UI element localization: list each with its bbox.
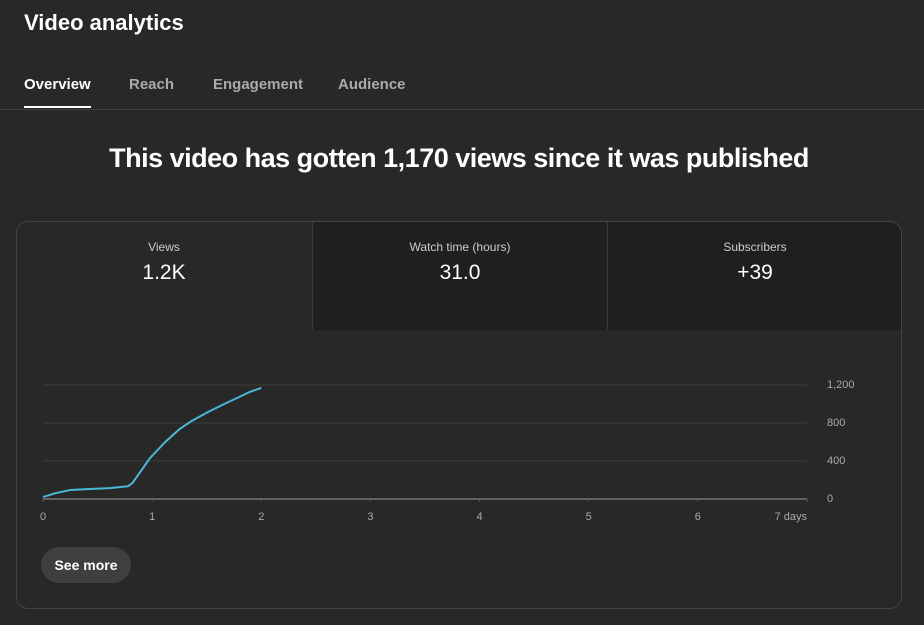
- metric-label: Subscribers: [723, 240, 787, 254]
- x-tick-label: 0: [40, 511, 46, 523]
- x-tick-label: 7 days: [775, 511, 808, 523]
- metric-tile[interactable]: Watch time (hours) 31.0: [312, 222, 607, 330]
- metric-tile[interactable]: Views 1.2K: [17, 222, 311, 330]
- y-tick-label: 0: [827, 493, 833, 505]
- y-tick-label: 800: [827, 417, 845, 429]
- y-tick-label: 1,200: [827, 379, 855, 391]
- x-tick-label: 2: [258, 511, 264, 523]
- x-tick-label: 5: [586, 511, 592, 523]
- x-tick-label: 4: [477, 511, 483, 523]
- metric-value: 31.0: [439, 261, 481, 284]
- see-more-button[interactable]: See more: [41, 547, 131, 583]
- x-tick-label: 6: [695, 511, 701, 523]
- views-line: [42, 386, 262, 499]
- tab[interactable]: Audience: [338, 76, 406, 93]
- tab[interactable]: Engagement: [213, 76, 304, 93]
- metric-tile[interactable]: Subscribers +39: [607, 222, 901, 330]
- tab-bar: Overview Reach Engagement Audience: [0, 62, 924, 110]
- x-tick-label: 3: [367, 511, 373, 523]
- metric-label: Views: [148, 240, 180, 254]
- headline: This video has gotten 1,170 views since …: [109, 143, 809, 173]
- y-tick-label: 400: [827, 455, 845, 467]
- x-tick-label: 1: [149, 511, 155, 523]
- page-title: Video analytics: [24, 10, 184, 35]
- metric-label: Watch time (hours): [409, 240, 511, 254]
- analytics-card: Views 1.2K Watch time (hours) 31.0 Subscribe…: [16, 221, 902, 609]
- metric-value: +39: [737, 261, 773, 284]
- tab[interactable]: Reach: [129, 76, 175, 93]
- tab[interactable]: Overview: [24, 76, 91, 108]
- metric-value: 1.2K: [142, 261, 186, 284]
